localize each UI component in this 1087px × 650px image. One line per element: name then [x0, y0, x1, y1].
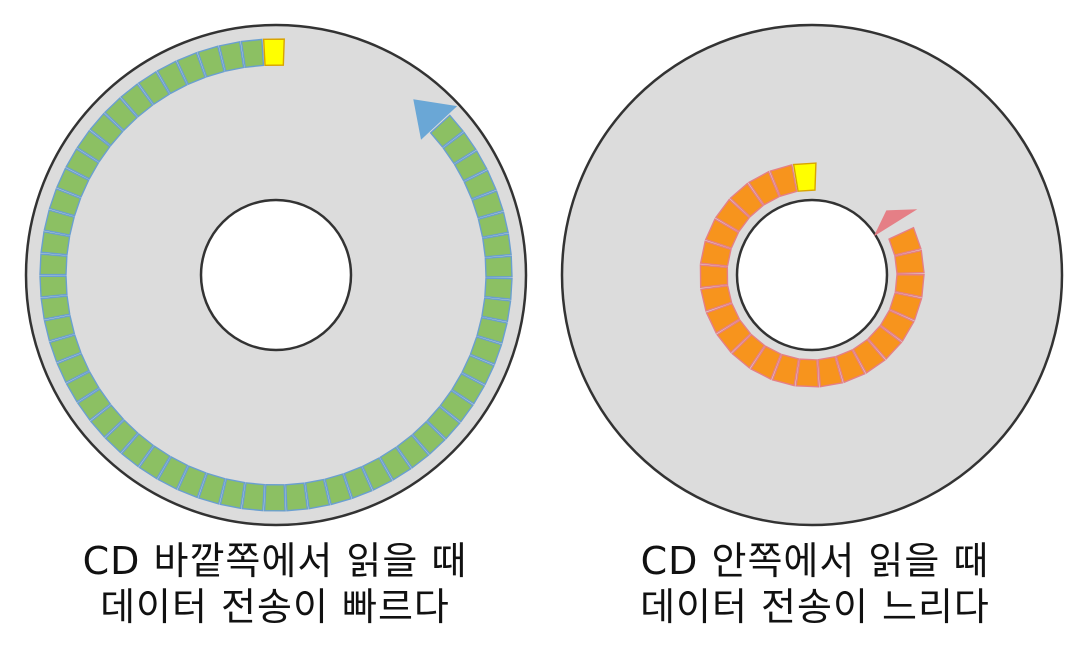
- data-block: [463, 169, 497, 200]
- data-block: [469, 336, 503, 365]
- data-block: [411, 420, 446, 456]
- read-head-marker: [262, 38, 285, 66]
- disc-inner-read: [560, 23, 1064, 527]
- data-block: [484, 277, 513, 300]
- data-block: [343, 466, 373, 500]
- data-block: [241, 482, 265, 512]
- data-block: [65, 148, 100, 180]
- data-block: [835, 349, 866, 384]
- data-block: [451, 372, 486, 405]
- data-block: [120, 83, 154, 118]
- data-block: [484, 255, 513, 278]
- data-block: [795, 358, 820, 388]
- data-block: [137, 70, 171, 106]
- data-block: [716, 319, 752, 354]
- data-block: [482, 233, 512, 258]
- caption-line-2: 데이터 전송이 빠르다: [100, 585, 450, 629]
- data-block: [76, 129, 111, 163]
- data-block: [89, 112, 124, 147]
- data-block: [65, 370, 100, 403]
- disc-hole: [199, 198, 353, 352]
- data-block: [284, 482, 309, 512]
- data-block: [304, 478, 331, 510]
- data-block: [714, 198, 751, 233]
- data-block: [396, 434, 430, 469]
- data-block: [40, 295, 71, 320]
- data-block: [867, 325, 903, 360]
- data-block: [477, 211, 509, 238]
- data-block: [176, 51, 207, 86]
- data-block: [453, 149, 488, 182]
- data-block: [89, 404, 125, 438]
- read-direction-arrow-icon: [413, 99, 458, 140]
- caption-line-2: 데이터 전송이 느리다: [640, 585, 990, 629]
- data-block: [439, 389, 474, 423]
- data-block: [104, 419, 139, 454]
- data-block: [429, 114, 465, 148]
- read-direction-arrow-icon: [873, 209, 918, 237]
- data-block: [894, 249, 925, 274]
- data-block: [481, 297, 512, 323]
- caption-line-1: CD 안쪽에서 읽을 때: [640, 539, 990, 583]
- data-block: [749, 345, 782, 381]
- data-block: [704, 218, 740, 249]
- data-block: [177, 465, 207, 499]
- data-block: [39, 275, 68, 298]
- read-head-marker: [792, 162, 817, 192]
- data-block: [138, 445, 171, 480]
- data-block: [197, 45, 225, 78]
- data-block: [471, 190, 504, 219]
- data-block: [219, 478, 246, 510]
- data-track-outer: [39, 38, 513, 512]
- data-block: [700, 285, 733, 312]
- data-block: [476, 316, 508, 344]
- data-block: [769, 163, 798, 197]
- data-block: [747, 170, 780, 206]
- data-block: [43, 209, 75, 236]
- data-block: [197, 472, 226, 505]
- data-block: [888, 226, 922, 256]
- data-block: [879, 309, 915, 342]
- data-block: [40, 231, 71, 256]
- data-block: [120, 433, 155, 468]
- data-block: [894, 273, 925, 298]
- data-block: [76, 388, 112, 422]
- data-block: [379, 446, 412, 481]
- data-block: [43, 314, 76, 342]
- data-block: [218, 40, 245, 72]
- data-block: [240, 38, 265, 69]
- data-block: [442, 131, 477, 165]
- data-block: [48, 334, 82, 363]
- data-block: [156, 60, 188, 95]
- caption-line-1: CD 바깥쪽에서 읽을 때: [82, 539, 468, 583]
- data-block: [48, 187, 82, 217]
- data-block: [888, 292, 923, 321]
- data-block: [39, 253, 68, 276]
- data-block: [771, 353, 800, 387]
- data-block: [731, 333, 766, 369]
- data-track-inner: [699, 162, 925, 388]
- data-block: [817, 356, 844, 388]
- data-block: [103, 97, 138, 132]
- caption-outer-read: CD 바깥쪽에서 읽을 때 데이터 전송이 빠르다: [25, 538, 525, 630]
- data-block: [705, 302, 741, 334]
- caption-inner-read: CD 안쪽에서 읽을 때 데이터 전송이 느리다: [565, 538, 1065, 630]
- disc-outer-read: [24, 23, 528, 527]
- data-block: [263, 484, 286, 512]
- data-block: [361, 457, 393, 491]
- data-block: [157, 456, 189, 490]
- data-block: [699, 264, 729, 289]
- data-block: [461, 354, 495, 386]
- data-block: [56, 352, 90, 384]
- data-block: [324, 473, 352, 506]
- data-block: [852, 338, 886, 374]
- data-block: [55, 167, 90, 198]
- data-block: [699, 240, 732, 267]
- data-block: [426, 405, 461, 440]
- disc-hole: [735, 198, 889, 352]
- data-block: [729, 182, 764, 218]
